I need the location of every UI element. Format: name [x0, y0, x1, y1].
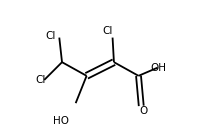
Text: OH: OH: [150, 63, 166, 73]
Text: HO: HO: [53, 116, 69, 126]
Text: Cl: Cl: [36, 75, 46, 85]
Text: O: O: [139, 106, 147, 116]
Text: Cl: Cl: [103, 26, 113, 36]
Text: Cl: Cl: [45, 30, 56, 41]
